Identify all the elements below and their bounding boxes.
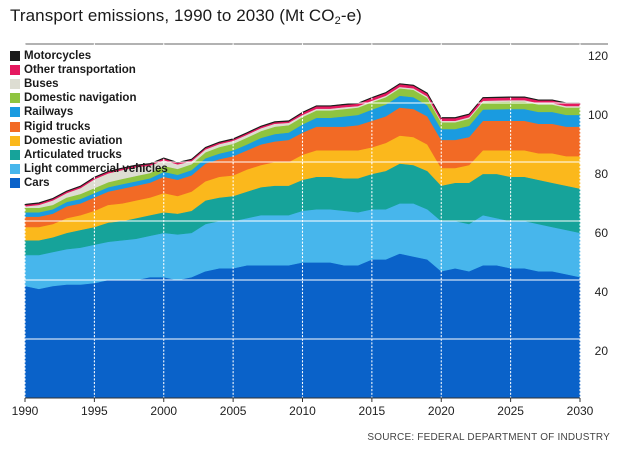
legend-label: Articulated trucks	[24, 148, 122, 161]
y-tick-label: 100	[588, 108, 608, 122]
legend-label: Buses	[24, 78, 59, 91]
legend-label: Light commercial vehicles	[24, 162, 168, 175]
legend-swatch	[10, 135, 20, 146]
legend-label: Motorcycles	[24, 50, 92, 63]
legend-label: Cars	[24, 176, 50, 189]
y-tick-label: 40	[595, 285, 609, 299]
x-axis: 1990 1995 2000 2005 2010 2015 2020 2025 2030	[12, 397, 594, 418]
y-axis: 20 40 60 80 100 120	[588, 49, 608, 358]
legend-item: Light commercial vehicles	[10, 162, 168, 176]
legend-swatch	[10, 177, 20, 188]
legend-label: Railways	[24, 106, 74, 119]
x-tick-label: 1995	[81, 404, 108, 418]
legend-item: Rigid trucks	[10, 119, 168, 133]
legend-item: Domestic aviation	[10, 134, 168, 148]
legend-swatch	[10, 163, 20, 174]
legend-item: Articulated trucks	[10, 148, 168, 162]
legend-swatch	[10, 51, 20, 62]
x-tick-label: 2025	[497, 404, 524, 418]
x-tick-label: 2015	[359, 404, 386, 418]
y-tick-label: 60	[595, 226, 609, 240]
y-tick-label: 80	[595, 167, 609, 181]
legend-swatch	[10, 65, 20, 76]
x-tick-label: 2030	[567, 404, 594, 418]
legend-label: Other transportation	[24, 64, 136, 77]
legend-label: Domestic aviation	[24, 134, 123, 147]
legend-item: Motorcycles	[10, 49, 168, 63]
legend-swatch	[10, 79, 20, 90]
legend-label: Domestic navigation	[24, 92, 137, 105]
legend-swatch	[10, 149, 20, 160]
y-tick-label: 120	[588, 49, 608, 63]
gridlines	[24, 43, 608, 399]
x-tick-label: 2000	[150, 404, 177, 418]
legend-item: Other transportation	[10, 63, 168, 77]
legend: Motorcycles Other transportation Buses Dome…	[10, 49, 168, 190]
legend-swatch	[10, 93, 20, 104]
x-tick-label: 2020	[428, 404, 455, 418]
x-tick-label: 2005	[220, 404, 247, 418]
source-note: SOURCE: FEDERAL DEPARTMENT OF INDUSTRY	[367, 432, 610, 443]
legend-swatch	[10, 121, 20, 132]
legend-label: Rigid trucks	[24, 120, 91, 133]
legend-swatch	[10, 107, 20, 118]
legend-item: Buses	[10, 77, 168, 91]
y-tick-label: 20	[595, 344, 609, 358]
legend-item: Cars	[10, 176, 168, 190]
x-tick-label: 1990	[12, 404, 39, 418]
chart-title: Transport emissions, 1990 to 2030 (Mt CO…	[10, 6, 362, 27]
legend-item: Domestic navigation	[10, 91, 168, 105]
x-tick-label: 2010	[289, 404, 316, 418]
legend-item: Railways	[10, 105, 168, 119]
